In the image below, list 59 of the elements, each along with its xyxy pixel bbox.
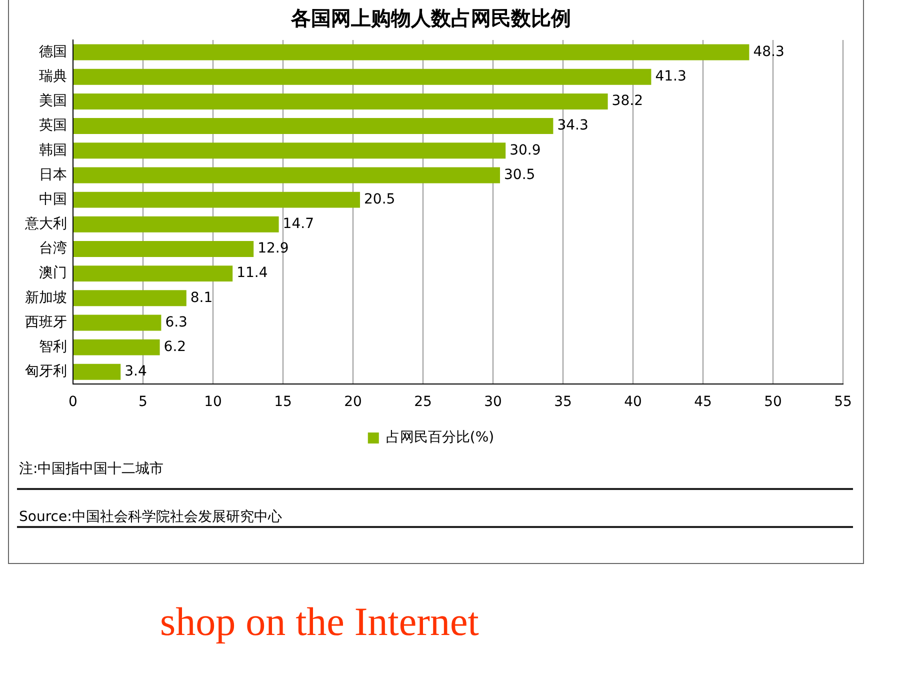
- x-tick-label: 40: [624, 394, 642, 410]
- data-label: 3.4: [124, 364, 147, 380]
- data-label: 48.3: [753, 44, 784, 60]
- legend-label: 占网民百分比(%): [386, 430, 494, 446]
- data-label: 8.1: [190, 290, 213, 306]
- data-label: 20.5: [364, 191, 396, 208]
- data-label: 41.3: [655, 68, 686, 85]
- bar: [74, 266, 233, 282]
- y-tick-label: 美国: [39, 93, 67, 110]
- bar: [74, 240, 254, 257]
- y-tick-label: 台湾: [39, 240, 67, 257]
- bar: [74, 118, 554, 134]
- data-label: 6.2: [164, 338, 186, 355]
- bar: [74, 216, 279, 232]
- bar: [74, 44, 750, 60]
- bar: [74, 142, 506, 159]
- x-tick-label: 55: [834, 394, 852, 410]
- text: 注:中国指中国十二城市: [19, 460, 164, 478]
- y-tick-label: 日本: [39, 166, 67, 183]
- x-tick-label: 30: [484, 394, 502, 410]
- y-tick-label: 中国: [39, 191, 67, 208]
- x-tick-label: 25: [414, 394, 432, 410]
- data-label: 34.3: [557, 118, 588, 134]
- bar: [74, 314, 162, 331]
- source-note: Source:中国社会科学院社会发展研究中心: [19, 508, 282, 526]
- bar: [74, 339, 160, 356]
- bar: [74, 93, 608, 110]
- data-label: 30.5: [504, 166, 536, 183]
- x-tick-label: 50: [764, 394, 782, 410]
- data-label: 11.4: [236, 265, 268, 282]
- y-tick-label: 英国: [39, 118, 67, 134]
- y-tick-label: 澳门: [39, 265, 67, 282]
- y-tick-label: 德国: [39, 44, 67, 60]
- text: shop on the Internet: [160, 598, 479, 645]
- x-tick-label: 0: [68, 394, 78, 410]
- y-tick-label: 瑞典: [39, 68, 67, 85]
- y-tick-label: 韩国: [39, 142, 67, 158]
- bar: [74, 364, 121, 380]
- chart-title: 各国网上购物人数占网民数比例: [290, 6, 571, 30]
- y-tick-label: 意大利: [24, 216, 67, 232]
- bar: [74, 290, 186, 306]
- y-tick-label: 新加坡: [25, 290, 67, 306]
- data-label: 14.7: [282, 216, 314, 232]
- x-tick-label: 45: [694, 394, 712, 410]
- y-tick-label: 匈牙利: [25, 364, 67, 380]
- y-tick-label: 西班牙: [25, 314, 67, 330]
- bar: [74, 192, 360, 208]
- x-tick-label: 20: [344, 394, 362, 410]
- x-tick-label: 35: [554, 394, 572, 410]
- bar: [74, 167, 500, 184]
- data-label: 12.9: [258, 240, 289, 257]
- x-tick-label: 15: [274, 394, 292, 410]
- data-label: 6.3: [165, 314, 188, 330]
- x-tick-label: 10: [204, 394, 222, 410]
- y-tick-label: 智利: [39, 338, 67, 355]
- data-label: 38.2: [612, 93, 643, 110]
- data-label: 30.9: [510, 142, 541, 158]
- x-tick-label: 5: [138, 394, 148, 410]
- bar: [74, 68, 652, 85]
